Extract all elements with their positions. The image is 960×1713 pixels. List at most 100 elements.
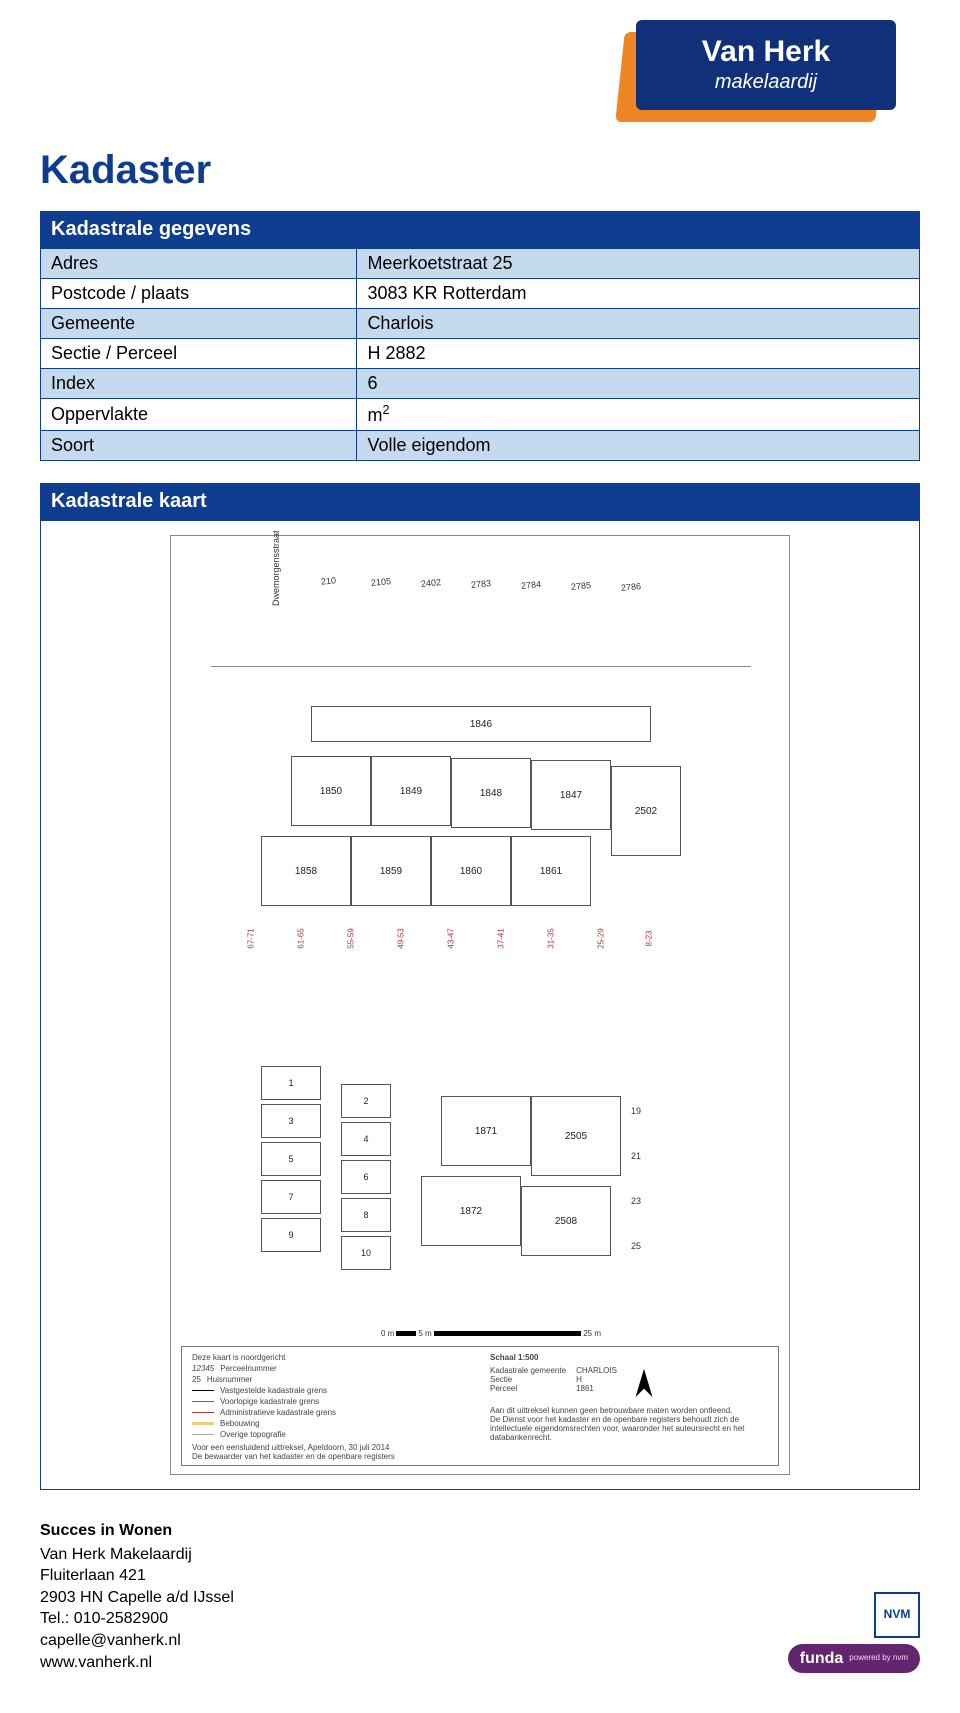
row-value: 6 xyxy=(357,369,920,399)
house-number-label: 43-47 xyxy=(447,928,456,948)
parcel: 1849 xyxy=(371,756,451,826)
legend-disclaimer: Aan dit uittreksel kunnen geen betrouwba… xyxy=(490,1406,768,1442)
house-number-label: 55-59 xyxy=(347,928,356,948)
row-label: Postcode / plaats xyxy=(41,279,357,309)
footer-web: www.vanherk.nl xyxy=(40,1652,234,1674)
house-number-label: 19 xyxy=(631,1106,641,1116)
row-value: Charlois xyxy=(357,309,920,339)
parcel-small: 8 xyxy=(341,1198,391,1232)
funda-text: funda xyxy=(800,1648,844,1670)
north-arrow-icon xyxy=(627,1366,661,1400)
legend-item-1: Huisnummer xyxy=(207,1375,252,1384)
house-number-label: 61-65 xyxy=(297,928,306,948)
parcel-small: 7 xyxy=(261,1180,321,1214)
logo-line2: makelaardij xyxy=(715,71,817,94)
legend-item-0: Perceelnummer xyxy=(220,1364,276,1373)
row-value: Meerkoetstraat 25 xyxy=(357,249,920,279)
legend-item-3: Voorlopige kadastrale grens xyxy=(220,1397,319,1406)
row-label: Soort xyxy=(41,431,357,461)
legend-scale: Schaal 1:500 xyxy=(490,1353,768,1362)
funda-badge: funda powered by nvm xyxy=(788,1644,920,1674)
parcel: 1847 xyxy=(531,760,611,830)
parcel: 1848 xyxy=(451,758,531,828)
legend-right: Schaal 1:500 Kadastrale gemeente Sectie … xyxy=(490,1353,768,1459)
row-value: m2 xyxy=(357,399,920,431)
row-label: Gemeente xyxy=(41,309,357,339)
parcel-small: 2 xyxy=(341,1084,391,1118)
cadastral-map: Deze kaart is noordgericht 12345 Perceeln… xyxy=(170,535,790,1475)
house-number-label: 25-29 xyxy=(597,928,606,948)
legend-rb-l1: Kadastrale gemeente xyxy=(490,1366,566,1375)
parcel: 1859 xyxy=(351,836,431,906)
house-number-label: 37-41 xyxy=(497,928,506,948)
row-label: Adres xyxy=(41,249,357,279)
kadaster-table: AdresMeerkoetstraat 25Postcode / plaats3… xyxy=(40,248,920,461)
street-line xyxy=(211,666,751,667)
parcel: 1861 xyxy=(511,836,591,906)
parcel-small: 4 xyxy=(341,1122,391,1156)
parcel-small: 10 xyxy=(341,1236,391,1270)
logo-line1: Van Herk xyxy=(702,37,830,67)
house-number-label: 23 xyxy=(631,1196,641,1206)
footer-contact: Succes in Wonen Van Herk Makelaardij Flu… xyxy=(40,1520,234,1673)
map-top-label: 2785 xyxy=(571,580,592,592)
parcel-small: 9 xyxy=(261,1218,321,1252)
map-top-label: 2786 xyxy=(621,581,642,593)
legend-sample-num: 12345 xyxy=(192,1364,214,1373)
house-number-label: 67-71 xyxy=(247,928,256,948)
footer-email: capelle@vanherk.nl xyxy=(40,1630,234,1652)
parcel: 2508 xyxy=(521,1186,611,1256)
footer-city: 2903 HN Capelle a/d IJssel xyxy=(40,1587,234,1609)
row-label: Sectie / Perceel xyxy=(41,339,357,369)
legend-rb-l2: Sectie xyxy=(490,1375,566,1384)
legend-rb-v3: 1861 xyxy=(576,1384,617,1393)
legend-caption: Deze kaart is noordgericht xyxy=(192,1353,470,1362)
page-title: Kadaster xyxy=(40,148,920,193)
table-row: GemeenteCharlois xyxy=(41,309,920,339)
row-value: Volle eigendom xyxy=(357,431,920,461)
map-top-label: 2402 xyxy=(421,577,442,589)
house-number-label: 49-53 xyxy=(397,928,406,948)
row-value: 3083 KR Rotterdam xyxy=(357,279,920,309)
logo-front: Van Herk makelaardij xyxy=(636,20,896,110)
brand-logo: Van Herk makelaardij xyxy=(620,20,920,130)
table-row: Postcode / plaats3083 KR Rotterdam xyxy=(41,279,920,309)
scale-bar: 0 m5 m25 m xyxy=(381,1326,601,1340)
page-footer: Succes in Wonen Van Herk Makelaardij Flu… xyxy=(40,1520,920,1673)
row-label: Oppervlakte xyxy=(41,399,357,431)
table-row: Sectie / PerceelH 2882 xyxy=(41,339,920,369)
table-row: Index6 xyxy=(41,369,920,399)
funda-sub: powered by nvm xyxy=(849,1653,908,1664)
legend-house-num: 25 xyxy=(192,1375,201,1384)
table-row: AdresMeerkoetstraat 25 xyxy=(41,249,920,279)
legend-rb-v2: H xyxy=(576,1375,617,1384)
street-label: Dwemorgensstraat xyxy=(271,530,281,606)
house-number-label: 25 xyxy=(631,1241,641,1251)
map-legend: Deze kaart is noordgericht 12345 Perceeln… xyxy=(181,1346,779,1466)
footer-company: Van Herk Makelaardij xyxy=(40,1544,234,1566)
parcel: 1850 xyxy=(291,756,371,826)
legend-left: Deze kaart is noordgericht 12345 Perceeln… xyxy=(192,1353,470,1459)
table-row: Oppervlaktem2 xyxy=(41,399,920,431)
footer-badges: NVM funda powered by nvm xyxy=(788,1592,920,1674)
row-label: Index xyxy=(41,369,357,399)
legend-item-4: Administratieve kadastrale grens xyxy=(220,1408,336,1417)
legend-item-6: Overige topografie xyxy=(220,1430,286,1439)
header-logo-wrap: Van Herk makelaardij xyxy=(40,20,920,130)
legend-item-5: Bebouwing xyxy=(220,1419,260,1428)
house-number-label: 31-35 xyxy=(547,928,556,948)
parcel-small: 6 xyxy=(341,1160,391,1194)
legend-rb-l3: Perceel xyxy=(490,1384,566,1393)
map-frame: Deze kaart is noordgericht 12345 Perceeln… xyxy=(40,520,920,1490)
parcel: 1858 xyxy=(261,836,351,906)
parcel: 1872 xyxy=(421,1176,521,1246)
section-header-gegevens: Kadastrale gegevens xyxy=(40,211,920,248)
parcel-small: 3 xyxy=(261,1104,321,1138)
map-top-label: 2783 xyxy=(471,578,492,590)
parcel: 2505 xyxy=(531,1096,621,1176)
parcel: 2502 xyxy=(611,766,681,856)
section-header-kaart: Kadastrale kaart xyxy=(40,483,920,520)
table-row: SoortVolle eigendom xyxy=(41,431,920,461)
house-number-label: 21 xyxy=(631,1151,641,1161)
footer-tel: Tel.: 010-2582900 xyxy=(40,1608,234,1630)
